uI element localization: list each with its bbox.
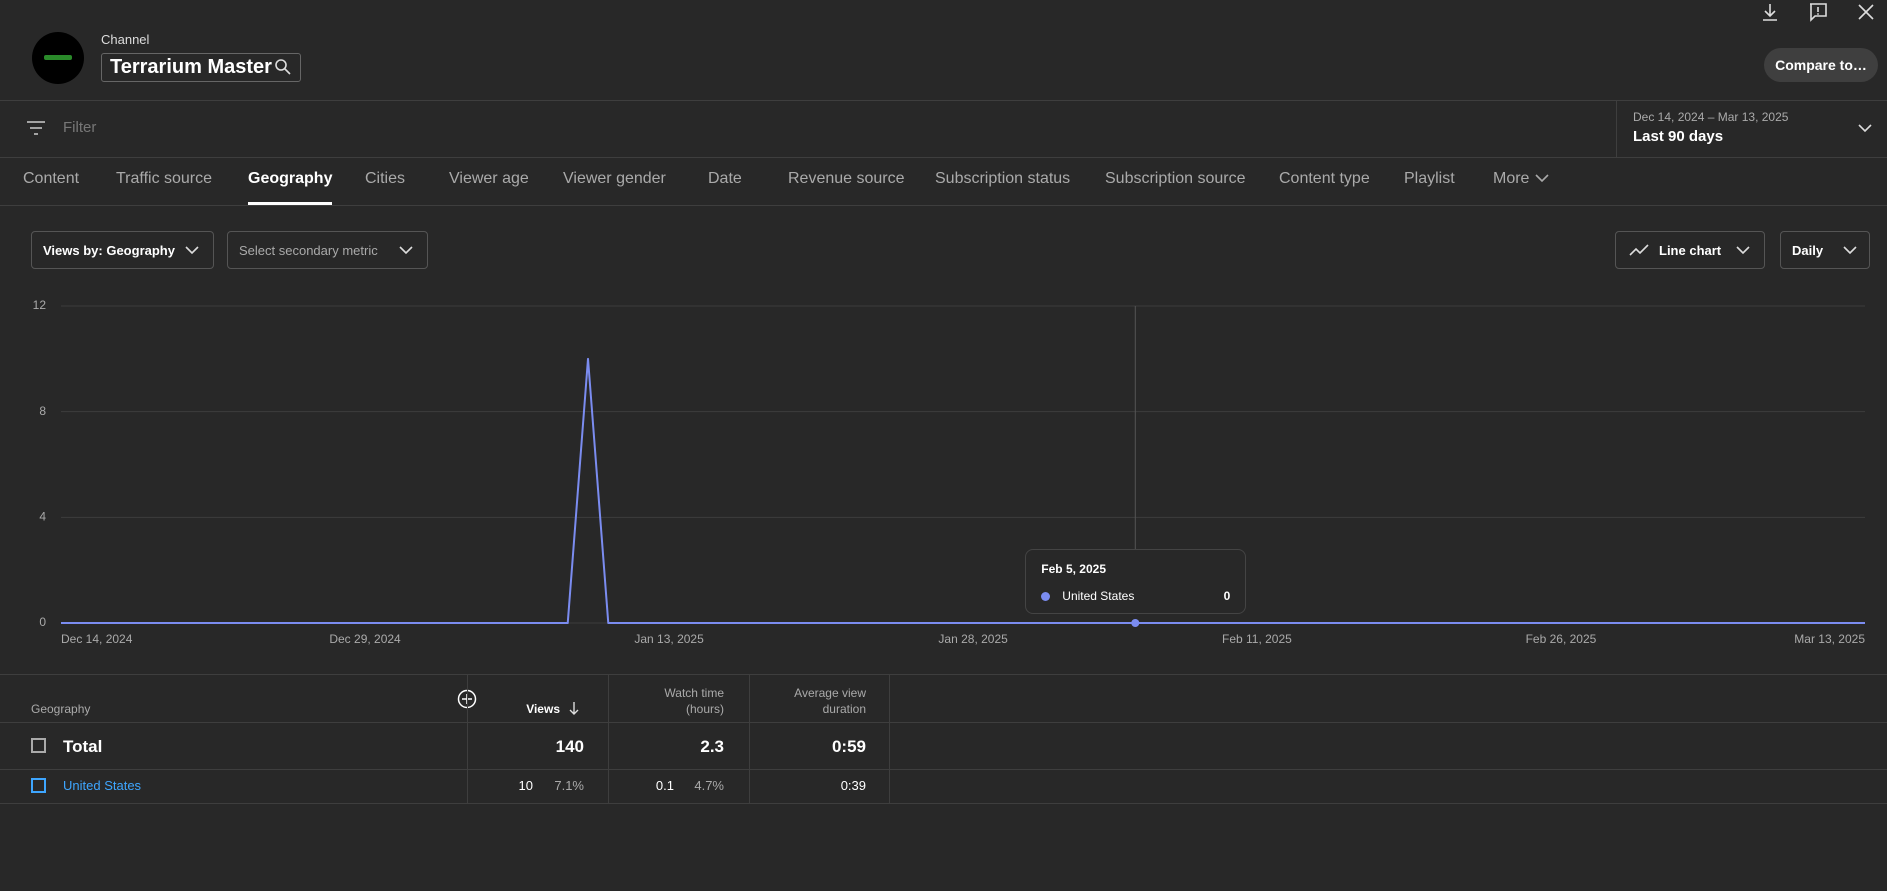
chevron (1843, 246, 1857, 255)
divider (0, 674, 1887, 675)
row-label: Total (63, 737, 103, 756)
chart-type: Line chart (1659, 242, 1722, 258)
column-header[interactable]: Average view duration (794, 685, 866, 717)
chevron (1535, 174, 1550, 183)
x-tick-label: Dec 14, 2024 (61, 632, 133, 646)
divider (0, 157, 1887, 158)
column-header[interactable]: Watch time (hours) (664, 685, 724, 717)
chevron (1736, 246, 1750, 255)
tab[interactable]: Viewer gender (563, 170, 666, 187)
y-tick-label: 0 (39, 615, 46, 629)
column-divider (749, 674, 750, 804)
tab[interactable]: Cities (365, 170, 406, 187)
tab[interactable]: More (1493, 170, 1550, 188)
y-tick-label: 12 (33, 298, 47, 312)
channel-selector[interactable] (101, 53, 301, 82)
column-header-line: duration (822, 702, 866, 716)
channel-label: Channel (101, 32, 150, 47)
divider (0, 769, 1887, 770)
checkbox[interactable] (31, 778, 46, 793)
tooltip-value: 0 (1223, 589, 1231, 603)
search-icon[interactable] (274, 58, 292, 76)
filter-input[interactable]: Filter (63, 119, 97, 136)
cell: 0:39 (840, 778, 866, 793)
avatar-logo (44, 55, 72, 60)
divider (0, 722, 1887, 723)
x-tick-label: Mar 13, 2025 (1794, 632, 1865, 646)
cell: 2.3 (700, 737, 724, 756)
column-header-line: Average view (794, 686, 866, 700)
feedback-icon[interactable] (1808, 2, 1828, 22)
secondary-metric: Select secondary metric (239, 242, 378, 258)
date-range: Dec 14, 2024 – Mar 13, 2025 (1633, 110, 1789, 124)
interval-select[interactable]: Daily (1780, 231, 1870, 269)
x-tick-label: Feb 11, 2025 (1222, 632, 1292, 646)
tab[interactable]: Playlist (1404, 170, 1455, 187)
download-icon[interactable] (1760, 2, 1780, 22)
primary-metric: Views by: Geography (43, 242, 175, 258)
tab[interactable]: Date (708, 170, 742, 187)
column-header-line: (hours) (685, 702, 724, 716)
line (61, 357, 1865, 624)
column-header[interactable]: Views (526, 702, 560, 716)
checkbox[interactable] (31, 738, 46, 753)
period[interactable]: Last 90 days (1633, 128, 1724, 145)
cell-share: 4.7% (694, 778, 724, 793)
filter-icon[interactable] (26, 119, 46, 137)
tab[interactable]: Viewer age (449, 170, 529, 187)
hover-point (1131, 619, 1140, 627)
cell: 140 (555, 737, 584, 756)
x-tick-label: Jan 13, 2025 (634, 632, 704, 646)
tab[interactable]: Traffic source (116, 170, 213, 187)
tab[interactable]: Subscription status (935, 170, 1071, 187)
close-icon[interactable] (1856, 2, 1876, 22)
cell-share: 7.1% (554, 778, 584, 793)
divider (0, 100, 1887, 101)
channel-name: Terrarium Master (110, 56, 272, 78)
tab[interactable]: Revenue source (788, 170, 905, 187)
compare-button[interactable]: Compare to… (1764, 48, 1878, 82)
y-tick-label: 4 (39, 510, 46, 524)
divider (0, 205, 1887, 206)
tab[interactable]: Content (23, 170, 80, 187)
divider (0, 803, 1887, 804)
y-tick-label: 8 (39, 404, 46, 418)
tab[interactable]: Geography (248, 170, 333, 187)
chevron (185, 246, 199, 255)
x-tick-label: Feb 26, 2025 (1526, 632, 1597, 646)
x-tick-label: Jan 28, 2025 (938, 632, 1008, 646)
x-tick-label: Dec 29, 2024 (329, 632, 401, 646)
sort-icon[interactable] (568, 701, 580, 716)
cell: 0:59 (831, 737, 866, 756)
tooltip-dot (1041, 592, 1051, 601)
tab-underline (248, 202, 333, 205)
column-divider (608, 674, 609, 804)
chevron[interactable] (1857, 122, 1873, 134)
column-divider (467, 674, 468, 804)
cell: 0.1 (655, 778, 674, 793)
primary-metric-select[interactable]: Views by: Geography (31, 231, 214, 269)
row-link[interactable]: United States (63, 778, 142, 793)
chart: 0 4 8 12 Dec 14, 2024 Dec 29, 2024 Jan 13, 202… (33, 298, 1866, 646)
tooltip-date: Feb 5, 2025 (1041, 562, 1106, 576)
cell: 10 (518, 778, 533, 793)
tooltip-series: United States (1062, 589, 1135, 603)
chevron (399, 246, 413, 255)
tooltip: Feb 5, 2025 United States 0 (1025, 549, 1247, 614)
tab[interactable]: Content type (1279, 170, 1370, 187)
column-header-line: Watch time (664, 686, 724, 700)
interval: Daily (1792, 242, 1824, 258)
secondary-metric-select[interactable]: Select secondary metric (227, 231, 428, 269)
chart-type-select[interactable]: Line chart (1615, 231, 1765, 269)
column-divider (889, 674, 890, 804)
line-chart-icon (1629, 244, 1649, 256)
tab[interactable]: Subscription source (1105, 170, 1246, 187)
column-header[interactable]: Geography (31, 702, 91, 716)
divider (1616, 101, 1617, 157)
